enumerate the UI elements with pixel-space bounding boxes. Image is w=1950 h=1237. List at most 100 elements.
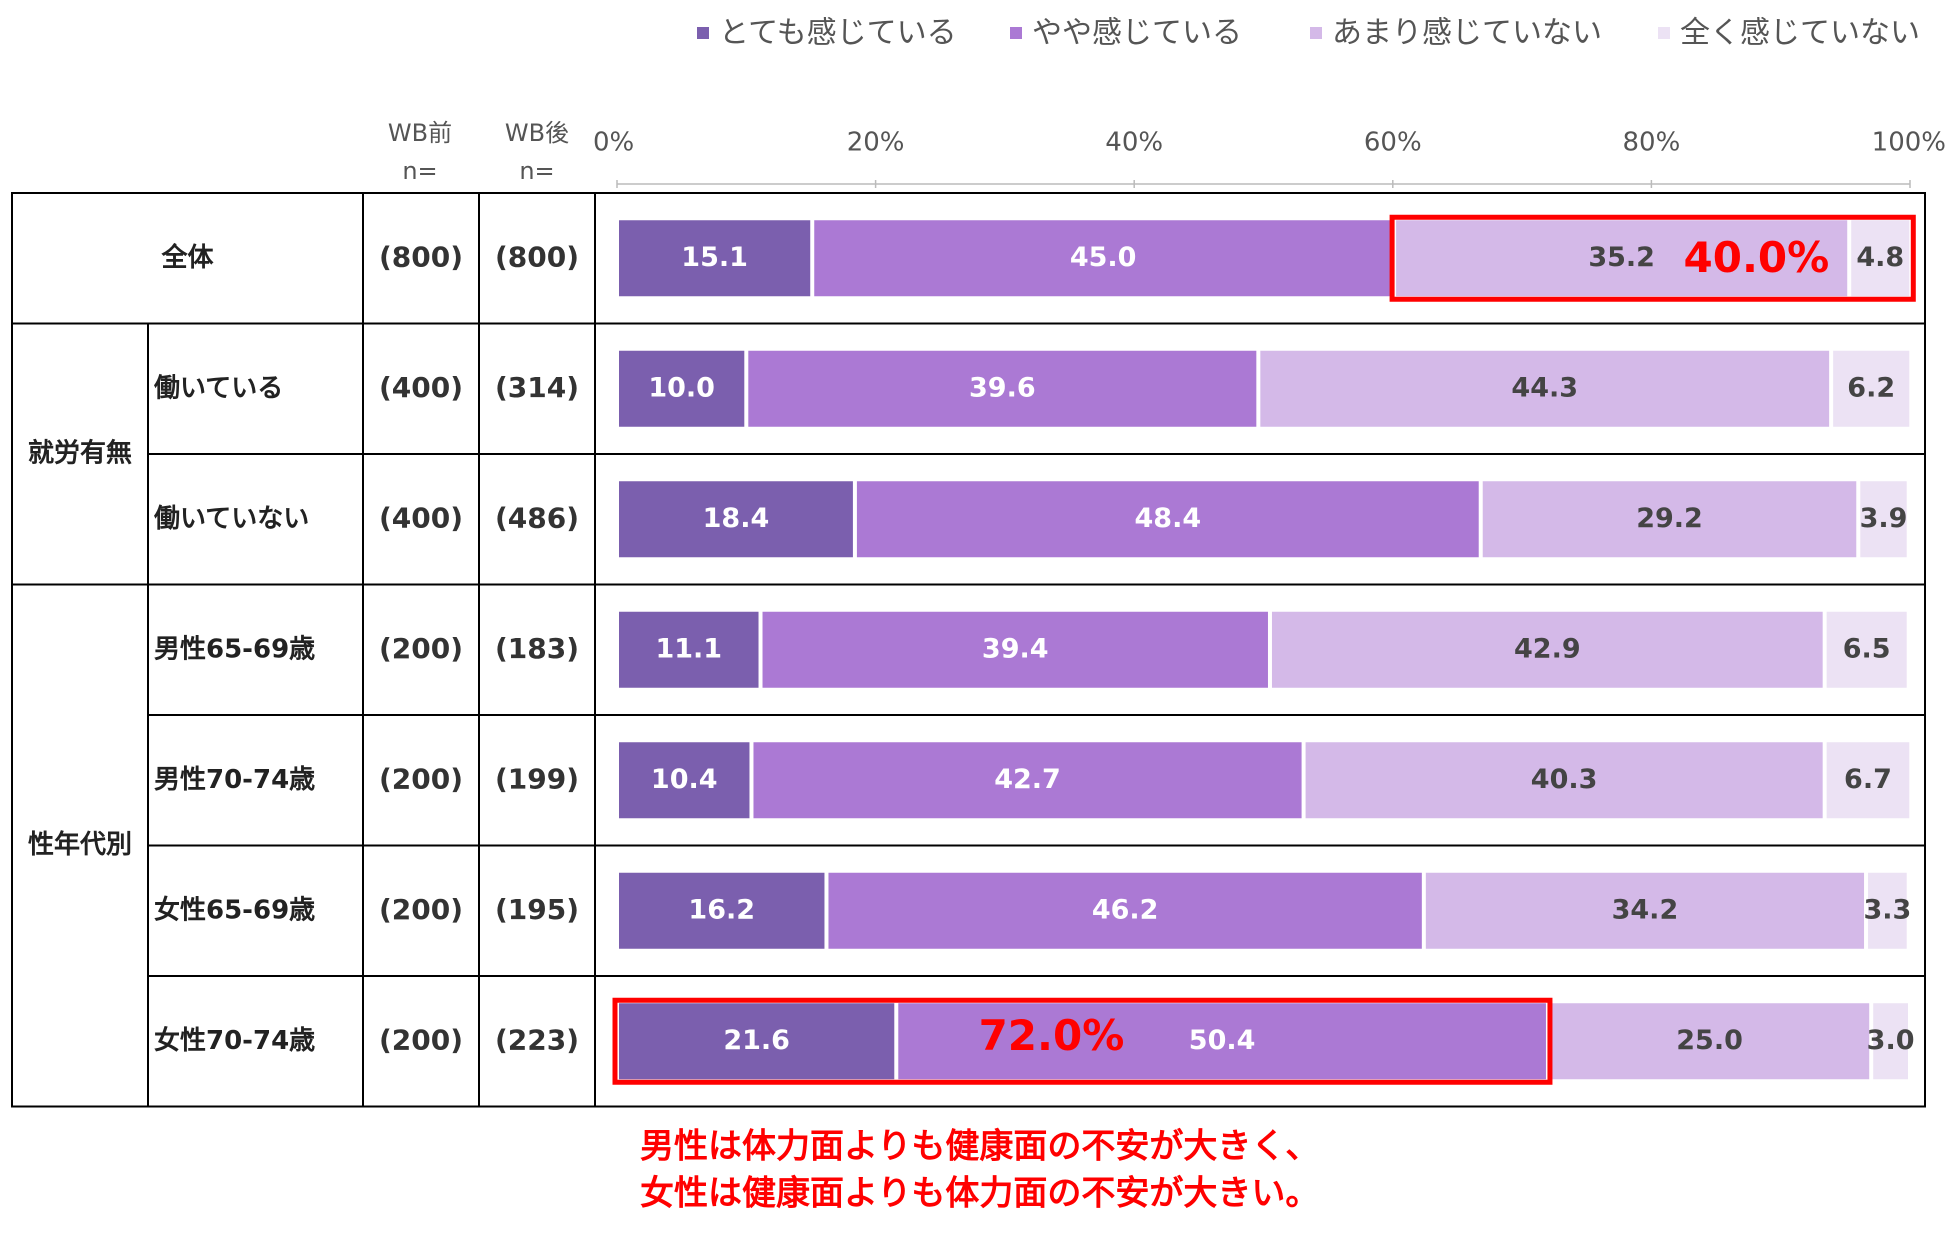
bar-segment [856,481,1479,558]
bar-value-label: 50.4 [1189,1025,1256,1056]
bar-segment [814,220,1393,297]
bar-segment [1868,872,1907,949]
highlight-box [612,997,1553,1085]
bar-segment [1851,220,1910,297]
bar-segment [619,220,811,297]
n-before-value: (400) [379,371,463,404]
bar-segment [1271,611,1823,688]
row-label: 働いていない [153,504,309,534]
header-wb-after: WB後 [505,119,569,147]
table-border [11,192,1926,1108]
bar-segment [1549,1003,1870,1080]
legend-swatch-4 [1658,27,1670,39]
bar-segment [619,872,825,949]
x-tick-label: 40% [1105,128,1163,158]
bar-value-label: 6.7 [1844,764,1892,795]
bar-value-label: 39.4 [982,633,1049,664]
bar-value-label: 10.0 [648,372,715,403]
row-label: 全体 [160,242,214,273]
bar-segment [753,742,1302,819]
bar-value-label: 18.4 [703,503,770,534]
bar-value-label: 35.2 [1588,242,1655,273]
highlight-label: 72.0% [979,1011,1125,1060]
row-label: 女性70-74歳 [154,1025,315,1056]
bar-segment [1305,742,1823,819]
bar-segment [1826,611,1907,688]
bar-segment [619,742,750,819]
n-after-value: (183) [495,632,579,665]
bar-segment [619,481,853,558]
legend-label-2: やや感じている [1032,16,1242,51]
group-label: 就労有無 [28,439,132,469]
n-after-value: (800) [495,240,579,273]
bar-value-label: 45.0 [1070,242,1137,273]
bar-segment [619,350,745,427]
note-line-2: 女性は健康面よりも体力面の不安が大きい。 [640,1174,1319,1214]
n-before-value: (400) [379,501,463,534]
header-wb-before: WB前 [388,119,452,147]
n-after-value: (486) [495,501,579,534]
x-tick-label: 0% [593,128,634,158]
note-line-1: 男性は体力面よりも健康面の不安が大きく、 [640,1127,1319,1167]
bar-segment [1396,220,1848,297]
header-n-after: n= [519,157,554,185]
bar-segment [1260,350,1830,427]
legend-label-1: とても感じている [719,16,957,51]
n-before-value: (200) [379,762,463,795]
bar-segment [1833,350,1910,427]
bar-segment [748,350,1257,427]
bar-segment [1860,481,1907,558]
row-label: 男性65-69歳 [154,634,315,664]
highlight-box [1389,214,1916,302]
row-label: 働いている [153,373,283,403]
x-tick-label: 80% [1623,128,1681,158]
bar-value-label: 4.8 [1856,242,1904,273]
bar-segment [1425,872,1865,949]
bar-value-label: 21.6 [723,1025,790,1056]
bar-segment [1482,481,1857,558]
legend-swatch-3 [1310,27,1322,39]
bar-value-label: 46.2 [1092,894,1159,925]
x-tick-label: 20% [847,128,905,158]
bar-value-label: 42.7 [994,764,1061,795]
bar-value-label: 6.2 [1847,372,1895,403]
row-label: 女性65-69歳 [154,894,315,925]
bar-value-label: 29.2 [1636,503,1703,534]
n-before-value: (200) [379,1023,463,1056]
highlight-label: 40.0% [1684,233,1830,282]
n-before-value: (200) [379,893,463,926]
bar-value-label: 48.4 [1135,503,1202,534]
header-n-before: n= [402,157,437,185]
row-label: 男性70-74歳 [154,765,315,795]
bar-segment [619,611,759,688]
bar-segment [1826,742,1910,819]
bar-value-label: 16.2 [688,894,755,925]
bar-value-label: 42.9 [1514,633,1581,664]
group-label: 性年代別 [28,829,132,860]
legend-label-4: 全く感じていない [1680,16,1920,51]
n-before-value: (200) [379,632,463,665]
bar-segment [828,872,1422,949]
n-after-value: (195) [495,893,579,926]
bar-segment [898,1003,1546,1080]
bar-value-label: 11.1 [655,633,722,664]
bar-value-label: 25.0 [1676,1025,1743,1056]
n-after-value: (314) [495,371,579,404]
legend-swatch-2 [1010,27,1022,39]
bar-value-label: 40.3 [1531,764,1598,795]
bar-value-label: 3.0 [1867,1025,1915,1056]
n-after-value: (199) [495,762,579,795]
n-before-value: (800) [379,240,463,273]
bar-value-label: 3.3 [1863,894,1911,925]
bar-value-label: 44.3 [1511,372,1578,403]
bar-segment [619,1003,895,1080]
bar-segment [762,611,1268,688]
legend-label-3: あまり感じていない [1332,16,1602,51]
bar-value-label: 10.4 [651,764,718,795]
bar-segment [1873,1003,1908,1080]
bar-value-label: 15.1 [681,242,748,273]
bar-value-label: 3.9 [1860,503,1908,534]
n-after-value: (223) [495,1023,579,1056]
bar-value-label: 39.6 [969,372,1036,403]
